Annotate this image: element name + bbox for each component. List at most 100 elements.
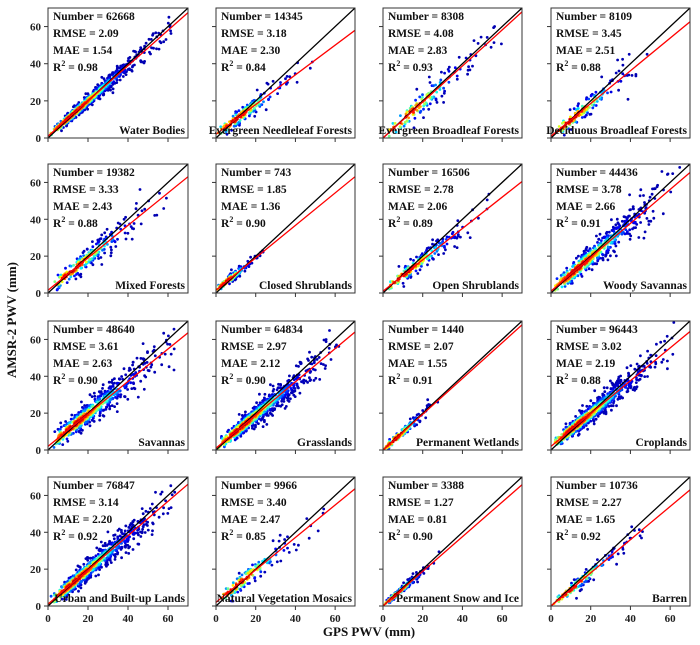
stat-rmse: RMSE = 2.07 [388, 341, 454, 353]
data-point [278, 386, 282, 390]
data-point [116, 529, 120, 532]
data-point [577, 102, 580, 105]
data-point [106, 530, 110, 534]
data-point [663, 339, 666, 343]
data-point [324, 364, 327, 367]
data-point [123, 231, 127, 235]
stat-rmse: RMSE = 3.18 [221, 28, 287, 40]
data-point [588, 113, 592, 116]
data-point [398, 125, 402, 129]
data-point [655, 342, 658, 346]
data-point [288, 374, 291, 378]
data-point [387, 134, 391, 138]
y-tick-label: 40 [30, 371, 42, 383]
data-point [165, 196, 168, 200]
data-point [642, 194, 645, 197]
data-point [621, 72, 625, 76]
data-point [78, 273, 81, 277]
data-point [49, 594, 53, 598]
regression-line [383, 324, 522, 450]
data-point [603, 390, 607, 394]
panel-title: Permanent Wetlands [416, 437, 519, 449]
data-point [155, 47, 158, 51]
data-point [90, 418, 94, 422]
data-point [639, 188, 643, 192]
data-point [312, 361, 316, 365]
data-point [586, 427, 589, 431]
data-point [237, 413, 241, 416]
stat-mae: MAE = 2.66 [556, 201, 616, 213]
data-point [419, 105, 422, 108]
data-point [635, 385, 639, 389]
data-point [654, 354, 658, 357]
data-point [583, 115, 587, 119]
data-point [162, 40, 166, 44]
data-point [136, 542, 140, 546]
data-point [132, 386, 136, 390]
data-point [265, 423, 269, 426]
data-point [471, 64, 474, 68]
data-point [402, 285, 406, 288]
data-point [146, 528, 150, 532]
data-point [124, 373, 128, 377]
data-point [443, 244, 446, 248]
data-point [159, 492, 163, 496]
data-point [113, 377, 116, 381]
data-point [162, 506, 166, 510]
data-point [143, 207, 147, 211]
data-point [625, 366, 629, 370]
data-point [132, 222, 136, 225]
data-point [580, 275, 584, 278]
panel-title: Open Shrublands [432, 280, 519, 292]
data-point [609, 254, 612, 258]
plot-frame [215, 320, 356, 451]
data-point [112, 537, 116, 541]
data-point [568, 108, 572, 112]
data-point [329, 358, 333, 361]
data-point [455, 74, 459, 78]
data-point [628, 228, 632, 232]
data-point [126, 388, 129, 391]
stat-mae: MAE = 2.83 [388, 45, 448, 57]
data-point [267, 97, 270, 101]
data-point [275, 404, 278, 408]
data-point [258, 401, 262, 405]
data-point [144, 523, 148, 526]
stat-rmse: RMSE = 2.78 [388, 184, 454, 196]
data-point [149, 38, 153, 41]
data-point [144, 41, 148, 45]
regression-line [48, 483, 188, 605]
data-point [60, 129, 63, 133]
stat-number: Number = 96443 [556, 324, 638, 336]
data-point [456, 233, 460, 237]
data-point [101, 387, 104, 390]
data-point [595, 256, 599, 260]
data-point [328, 329, 331, 332]
data-point [169, 29, 173, 33]
y-tick-label: 60 [30, 177, 42, 189]
data-point [65, 437, 69, 441]
stat-r2: R2 = 0.98 [53, 59, 98, 74]
data-point [589, 94, 593, 98]
data-point [60, 585, 64, 589]
data-point [586, 407, 590, 411]
data-point [285, 75, 289, 78]
data-point [97, 241, 100, 244]
data-point [590, 268, 594, 272]
y-tick-label: 40 [30, 214, 42, 226]
y-tick-label: 20 [30, 251, 42, 263]
data-point [297, 365, 300, 368]
data-point [466, 231, 470, 235]
data-point [95, 546, 99, 550]
stat-r2: R2 = 0.90 [221, 372, 266, 387]
data-point [64, 420, 67, 423]
data-point [69, 264, 73, 268]
data-point [101, 248, 104, 252]
stat-r2: R2 = 0.88 [53, 215, 98, 230]
data-point [467, 65, 470, 69]
one-to-one-line [48, 321, 188, 450]
data-point [279, 383, 283, 387]
data-points [553, 321, 676, 446]
panel-title: Grasslands [297, 437, 352, 449]
